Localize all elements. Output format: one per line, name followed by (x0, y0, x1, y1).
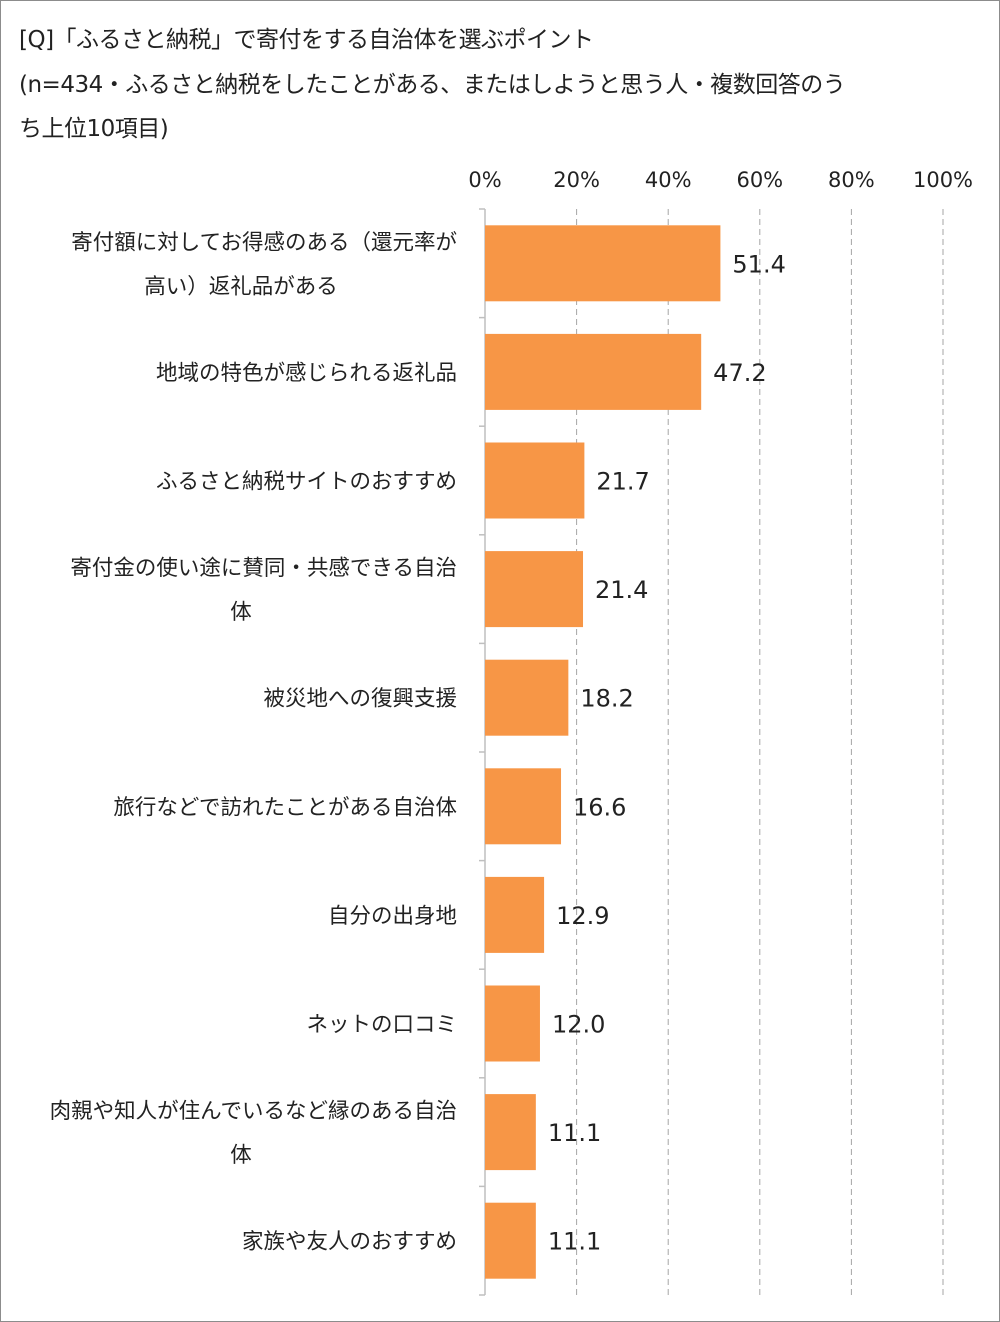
bar (485, 876, 545, 953)
chart-title-line-1: [Q]「ふるさと納税」で寄付をする自治体を選ぶポイント (19, 27, 594, 53)
bar (485, 1094, 536, 1171)
category-label: 地域の特色が感じられる返礼品 (156, 361, 457, 386)
data-label: 12.9 (556, 902, 609, 930)
category-label: 体 (230, 600, 252, 625)
category-label: 旅行などで訪れたことがある自治体 (113, 795, 457, 820)
category-label: 寄付金の使い途に賛同・共感できる自治 (70, 556, 457, 581)
data-label: 11.1 (548, 1119, 601, 1147)
x-tick-label: 0% (468, 168, 501, 192)
bar (485, 225, 721, 302)
x-tick-label: 60% (736, 168, 783, 192)
bar (485, 985, 540, 1062)
data-label: 18.2 (580, 685, 633, 713)
category-label: 肉親や知人が住んでいるなど縁のある自治 (50, 1099, 457, 1124)
bar (485, 768, 562, 845)
bar (485, 551, 584, 628)
category-label: ネットの口コミ (306, 1013, 457, 1038)
x-tick-label: 100% (913, 168, 973, 192)
category-label: 高い）返礼品がある (144, 274, 338, 299)
bar (485, 333, 702, 410)
x-tick-label: 80% (828, 168, 875, 192)
data-label: 21.7 (596, 468, 649, 496)
category-label: 被災地への復興支援 (263, 687, 457, 712)
bar (485, 1202, 536, 1279)
category-label: 家族や友人のおすすめ (242, 1230, 457, 1255)
category-label: 体 (230, 1143, 252, 1168)
bar (485, 442, 585, 519)
x-tick-label: 40% (645, 168, 692, 192)
data-label: 12.0 (552, 1011, 605, 1039)
data-label: 16.6 (573, 793, 626, 821)
category-label: 寄付額に対してお得感のある（還元率が (71, 230, 457, 255)
data-label: 11.1 (548, 1228, 601, 1256)
bar (485, 659, 569, 736)
data-label: 51.4 (732, 250, 785, 278)
chart-title-line-2: (n=434・ふるさと納税をしたことがある、またはしようと思う人・複数回答のう (19, 72, 846, 98)
x-tick-label: 20% (553, 168, 600, 192)
chart-title-line-3: ち上位10項目) (19, 116, 169, 142)
category-label: ふるさと納税サイトのおすすめ (156, 470, 457, 495)
data-label: 47.2 (713, 359, 766, 387)
data-label: 21.4 (595, 576, 648, 604)
category-label: 自分の出身地 (328, 904, 457, 929)
